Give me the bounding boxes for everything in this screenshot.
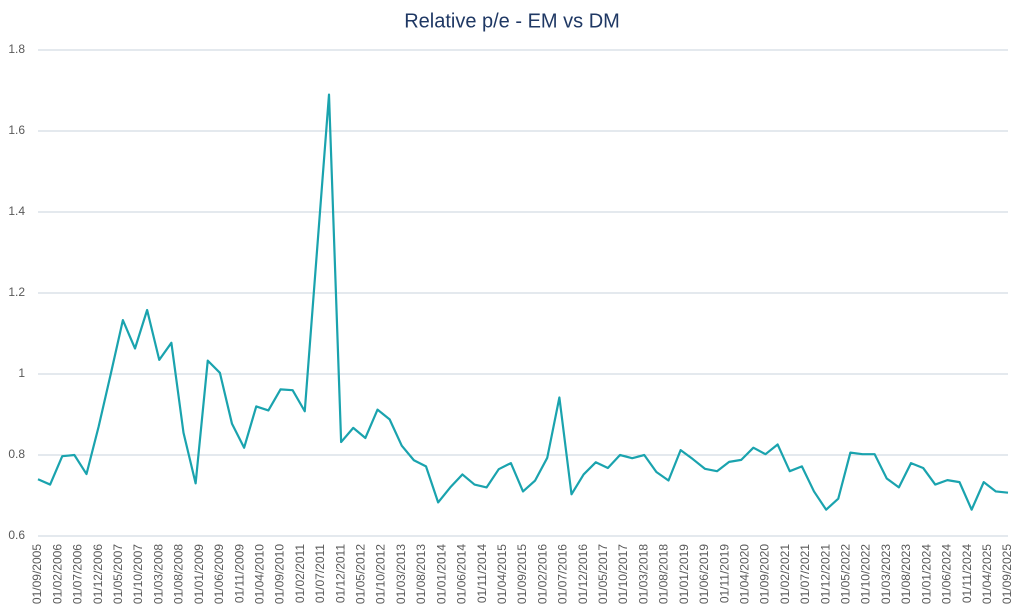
x-tick-label: 01/06/2014	[455, 544, 469, 604]
x-tick-label: 01/10/2012	[374, 544, 388, 604]
x-tick-label: 01/03/2008	[151, 544, 165, 604]
x-tick-label: 01/07/2016	[556, 544, 570, 604]
x-tick-label: 01/09/2020	[758, 544, 772, 604]
x-tick-label: 01/06/2019	[697, 544, 711, 604]
x-tick-label: 01/03/2023	[879, 544, 893, 604]
x-tick-label: 01/09/2015	[515, 544, 529, 604]
x-tick-label: 01/04/2010	[252, 544, 266, 604]
x-tick-label: 01/04/2025	[980, 544, 994, 604]
x-tick-label: 01/09/2010	[273, 544, 287, 604]
x-tick-label: 01/10/2007	[131, 544, 145, 604]
x-tick-label: 01/01/2024	[919, 544, 933, 604]
x-tick-label: 01/11/2019	[717, 544, 731, 603]
y-tick-label: 0.8	[8, 447, 25, 461]
x-tick-label: 01/06/2024	[940, 544, 954, 604]
y-tick-label: 1.8	[8, 42, 25, 56]
x-tick-label: 01/08/2018	[657, 544, 671, 604]
x-tick-label: 01/11/2024	[960, 544, 974, 603]
x-tick-label: 01/08/2023	[899, 544, 913, 604]
x-tick-label: 01/11/2009	[232, 544, 246, 603]
y-tick-label: 1.6	[8, 123, 25, 137]
x-tick-label: 01/01/2009	[192, 544, 206, 604]
x-tick-label: 01/03/2013	[394, 544, 408, 604]
y-tick-label: 0.6	[8, 528, 25, 542]
y-tick-label: 1.2	[8, 285, 25, 299]
data-line	[37, 93, 1009, 511]
x-tick-label: 01/05/2017	[596, 544, 610, 604]
x-tick-label: 01/07/2006	[71, 544, 85, 604]
x-tick-label: 01/12/2021	[818, 544, 832, 604]
x-tick-label: 01/04/2015	[495, 544, 509, 604]
x-tick-label: 01/02/2021	[778, 544, 792, 604]
x-tick-label: 01/08/2013	[414, 544, 428, 604]
chart-title: Relative p/e - EM vs DM	[404, 10, 620, 32]
x-tick-label: 01/11/2014	[475, 544, 489, 603]
x-tick-label: 01/09/2025	[1000, 544, 1014, 604]
x-tick-label: 01/06/2009	[212, 544, 226, 604]
x-tick-label: 01/01/2019	[677, 544, 691, 604]
x-tick-label: 01/07/2011	[313, 544, 327, 603]
y-tick-label: 1	[18, 366, 25, 380]
x-tick-label: 01/02/2016	[535, 544, 549, 604]
x-tick-label: 01/03/2018	[636, 544, 650, 604]
y-tick-label: 1.4	[8, 204, 25, 218]
x-tick-label: 01/07/2021	[798, 544, 812, 604]
x-tick-label: 01/10/2017	[616, 544, 630, 604]
x-tick-label: 01/05/2012	[354, 544, 368, 604]
x-tick-label: 01/01/2014	[434, 544, 448, 604]
x-tick-label: 01/12/2011	[333, 544, 347, 603]
x-tick-label: 01/12/2006	[91, 544, 105, 604]
x-tick-label: 01/05/2022	[839, 544, 853, 604]
x-tick-label: 01/10/2022	[859, 544, 873, 604]
x-tick-label: 01/09/2005	[30, 544, 44, 604]
x-tick-label: 01/08/2008	[172, 544, 186, 604]
x-tick-label: 01/05/2007	[111, 544, 125, 604]
x-tick-label: 01/02/2006	[50, 544, 64, 604]
x-tick-label: 01/12/2016	[576, 544, 590, 604]
x-tick-label: 01/02/2011	[293, 544, 307, 603]
x-tick-label: 01/04/2020	[737, 544, 751, 604]
